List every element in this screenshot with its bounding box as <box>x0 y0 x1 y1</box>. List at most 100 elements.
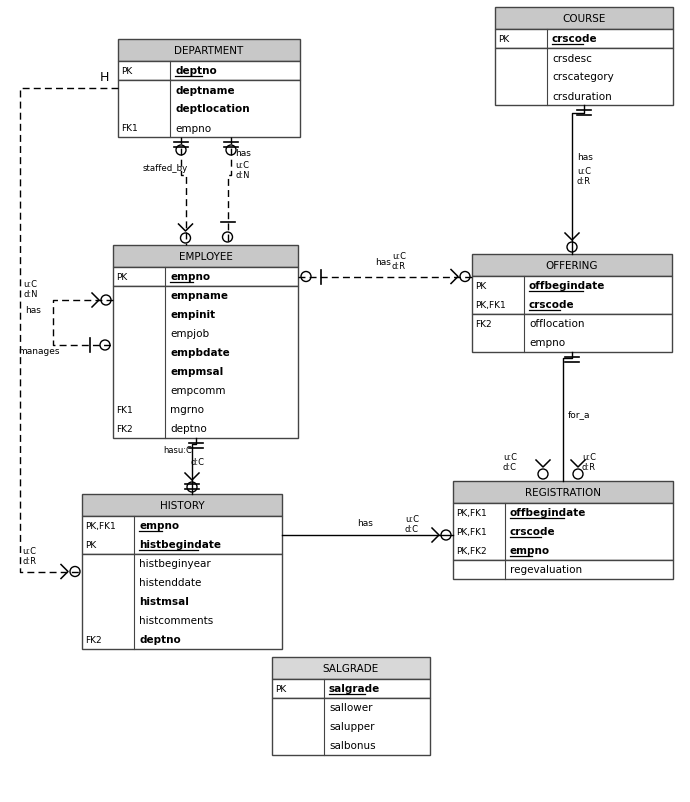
Text: PK,FK1: PK,FK1 <box>456 528 486 537</box>
Bar <box>118 81 300 138</box>
Text: FK1: FK1 <box>121 124 138 133</box>
Bar <box>272 679 430 698</box>
Text: salupper: salupper <box>329 722 375 731</box>
Text: OFFERING: OFFERING <box>546 261 598 270</box>
Text: histmsal: histmsal <box>139 597 189 607</box>
Text: PK,FK1: PK,FK1 <box>475 301 506 310</box>
Text: u:C: u:C <box>503 452 517 461</box>
Text: PK,FK2: PK,FK2 <box>456 546 486 555</box>
Text: FK2: FK2 <box>116 424 132 433</box>
Text: u:C: u:C <box>23 280 37 289</box>
Text: empno: empno <box>175 124 211 133</box>
Text: empname: empname <box>170 291 228 301</box>
Bar <box>113 268 298 286</box>
Text: d:C: d:C <box>405 525 419 533</box>
Bar <box>118 62 300 81</box>
Bar <box>118 40 300 62</box>
Text: sallower: sallower <box>329 703 373 713</box>
Text: DEPARTMENT: DEPARTMENT <box>175 46 244 56</box>
Text: FK1: FK1 <box>116 406 132 415</box>
Text: u:C: u:C <box>392 252 406 261</box>
Bar <box>82 554 282 649</box>
Text: deptlocation: deptlocation <box>175 104 250 115</box>
Bar <box>495 8 673 30</box>
Bar <box>472 277 672 314</box>
Text: has: has <box>235 149 251 158</box>
Bar <box>495 30 673 49</box>
Text: crscode: crscode <box>552 34 598 44</box>
Text: has: has <box>25 306 41 314</box>
Text: empno: empno <box>529 338 565 348</box>
Text: d:N: d:N <box>235 171 250 180</box>
Text: salbonus: salbonus <box>329 740 375 751</box>
Text: offbegindate: offbegindate <box>510 508 586 518</box>
Text: d:R: d:R <box>22 557 36 565</box>
Bar <box>453 561 673 579</box>
Text: d:N: d:N <box>23 290 37 298</box>
Text: has: has <box>577 153 593 162</box>
Text: empjob: empjob <box>170 329 209 339</box>
Text: deptname: deptname <box>175 85 235 95</box>
Text: FK2: FK2 <box>475 320 491 329</box>
Bar <box>272 698 430 755</box>
Text: regevaluation: regevaluation <box>510 565 582 575</box>
Bar <box>82 516 282 554</box>
Text: mgrno: mgrno <box>170 405 204 415</box>
Text: histbeginyear: histbeginyear <box>139 559 210 569</box>
Text: staffed_by: staffed_by <box>143 164 188 172</box>
Text: COURSE: COURSE <box>562 14 606 24</box>
Text: PK: PK <box>121 67 132 76</box>
Text: deptno: deptno <box>170 424 207 434</box>
Text: H: H <box>100 71 110 84</box>
Text: deptno: deptno <box>175 67 217 76</box>
Text: crsdesc: crsdesc <box>552 54 592 63</box>
Text: empno: empno <box>170 272 210 282</box>
Text: empno: empno <box>510 546 550 556</box>
Text: PK: PK <box>498 35 509 44</box>
Text: d:R: d:R <box>582 463 596 472</box>
Text: d:C: d:C <box>503 463 517 472</box>
Text: hasu:C: hasu:C <box>164 445 193 455</box>
Text: crscategory: crscategory <box>552 72 613 83</box>
Text: d:R: d:R <box>577 177 591 186</box>
Bar <box>495 49 673 106</box>
Bar <box>82 494 282 516</box>
Bar <box>453 481 673 504</box>
Text: histbegindate: histbegindate <box>139 540 221 550</box>
Text: PK: PK <box>116 273 127 282</box>
Text: u:C: u:C <box>22 547 36 556</box>
Text: SALGRADE: SALGRADE <box>323 663 379 673</box>
Text: EMPLOYEE: EMPLOYEE <box>179 252 233 261</box>
Text: PK: PK <box>475 282 486 290</box>
Text: empbdate: empbdate <box>170 348 230 358</box>
Bar <box>113 286 298 439</box>
Text: u:C: u:C <box>577 168 591 176</box>
Text: d:C: d:C <box>190 457 204 467</box>
Text: PK: PK <box>85 541 96 549</box>
Text: offbegindate: offbegindate <box>529 282 605 291</box>
Text: d:R: d:R <box>392 262 406 271</box>
Text: offlocation: offlocation <box>529 319 584 329</box>
Text: PK: PK <box>275 684 286 693</box>
Text: empmsal: empmsal <box>170 367 224 377</box>
Text: histcomments: histcomments <box>139 616 213 626</box>
Text: crscode: crscode <box>529 300 575 310</box>
Text: empcomm: empcomm <box>170 386 226 396</box>
Text: REGISTRATION: REGISTRATION <box>525 488 601 497</box>
Bar <box>453 504 673 561</box>
Bar <box>472 314 672 353</box>
Bar <box>113 245 298 268</box>
Text: histenddate: histenddate <box>139 577 201 588</box>
Bar <box>472 255 672 277</box>
Text: for_a: for_a <box>568 410 591 419</box>
Text: empno: empno <box>139 520 179 531</box>
Text: PK,FK1: PK,FK1 <box>85 521 116 530</box>
Text: u:C: u:C <box>582 452 596 461</box>
Text: manages: manages <box>18 346 59 355</box>
Text: crscode: crscode <box>510 527 555 537</box>
Text: deptno: deptno <box>139 634 181 645</box>
Text: has: has <box>375 258 391 267</box>
Text: FK2: FK2 <box>85 635 101 644</box>
Text: has: has <box>357 518 373 528</box>
Bar <box>272 657 430 679</box>
